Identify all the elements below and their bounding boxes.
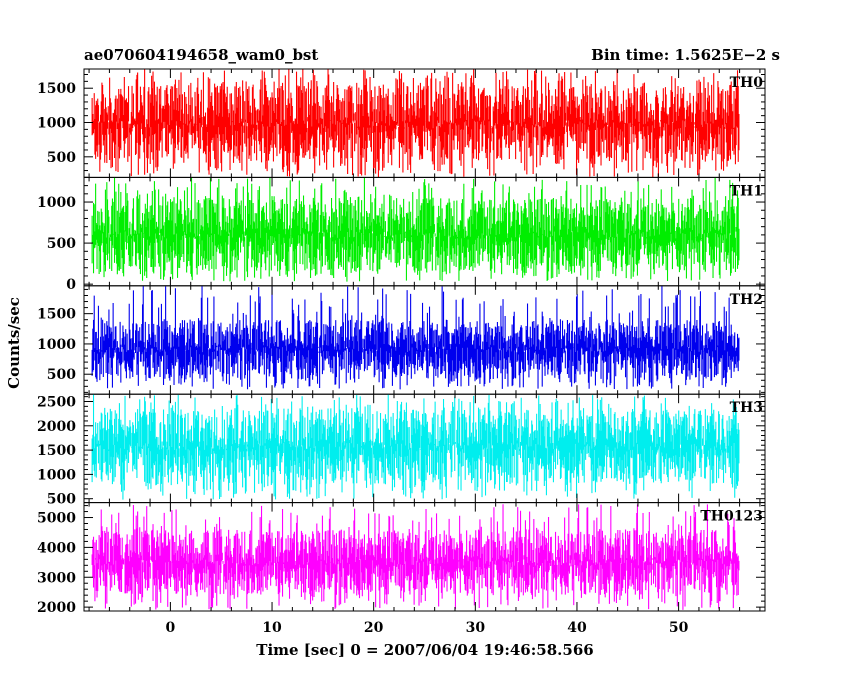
- panel-label-th0: TH0: [730, 75, 764, 91]
- series-th0: [91, 69, 740, 178]
- x-tick-label: 50: [669, 620, 689, 636]
- x-tick-label: 30: [466, 620, 486, 636]
- y-tick-label: 2000: [37, 600, 76, 616]
- x-tick-label: 10: [262, 620, 282, 636]
- panel-th1: 0 500 1000 TH1: [37, 176, 766, 293]
- y-tick-label: 500: [47, 492, 76, 508]
- x-axis-title: Time [sec] 0 = 2007/06/04 19:46:58.566: [256, 641, 593, 659]
- y-tick-label: 1000: [37, 116, 76, 132]
- y-tick-label: 5000: [37, 511, 76, 527]
- panel-label-th3: TH3: [730, 400, 763, 416]
- y-tick-label: 500: [47, 236, 76, 252]
- bin-time-label: Bin time: 1.5625E−2 s: [591, 46, 780, 64]
- panel-frame: [83, 502, 766, 612]
- x-tick-label: 20: [364, 620, 384, 636]
- chart-title: ae070604194658_wam0_bst: [84, 46, 318, 64]
- panel-label-th0123: TH0123: [700, 509, 763, 525]
- y-tick-label: 1500: [37, 307, 76, 323]
- panel-th0123: 2000 3000 4000 5000 TH0123: [37, 502, 766, 616]
- y-tick-label: 4000: [37, 540, 76, 556]
- y-tick-label: 1000: [37, 467, 76, 483]
- panel-th2: 500 1000 1500 TH2: [37, 285, 766, 395]
- x-tick-label: 40: [567, 620, 587, 636]
- x-tick-label: 0: [166, 620, 176, 636]
- y-tick-label: 3000: [37, 570, 76, 586]
- panel-label-th2: TH2: [730, 292, 763, 308]
- y-tick-label: 2000: [37, 419, 76, 435]
- y-tick-label: 500: [47, 150, 76, 166]
- panel-th3: 500 1000 1500 2000 2500 TH3: [37, 393, 766, 508]
- panel-label-th1: TH1: [730, 183, 763, 199]
- y-tick-label: 500: [47, 367, 76, 383]
- y-tick-label: 1500: [37, 443, 76, 459]
- y-tick-label: 2500: [37, 394, 76, 410]
- y-tick-label: 1500: [37, 81, 76, 97]
- y-axis-title: Counts/sec: [5, 297, 23, 389]
- x-axis: 0 10 20 30 40 50: [166, 620, 689, 636]
- series-th1: [91, 177, 740, 282]
- y-tick-label: 0: [66, 277, 76, 293]
- panel-th0: 500 1000 1500 TH0: [37, 68, 766, 178]
- y-tick-label: 1000: [37, 195, 76, 211]
- series-th3: [91, 394, 740, 500]
- y-tick-label: 1000: [37, 337, 76, 353]
- series-th0123: [91, 504, 740, 610]
- series-th2: [91, 285, 740, 390]
